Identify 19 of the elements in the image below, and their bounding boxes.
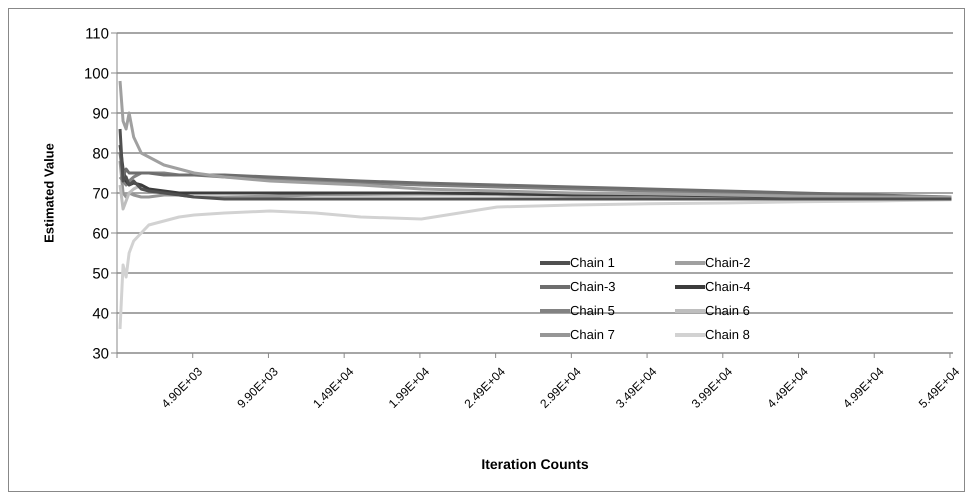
y-tick-label: 70 [92, 185, 109, 202]
legend-label: Chain 8 [705, 327, 750, 342]
legend-label: Chain-3 [570, 279, 616, 294]
y-tick-label: 60 [92, 225, 109, 242]
legend-label: Chain 5 [570, 303, 615, 318]
y-axis-title: Estimated Value [42, 143, 57, 243]
y-tick-label: 110 [85, 25, 109, 42]
legend-label: Chain 7 [570, 327, 615, 342]
y-tick-label: 30 [92, 345, 109, 362]
y-tick-label: 40 [92, 305, 109, 322]
y-tick-label: 90 [92, 105, 109, 122]
x-axis-title: Iteration Counts [481, 456, 589, 472]
y-tick-label: 100 [84, 65, 109, 82]
y-tick-label: 80 [92, 145, 109, 162]
legend-label: Chain 1 [570, 255, 615, 270]
legend-label: Chain-2 [705, 255, 751, 270]
y-tick-label: 50 [92, 265, 109, 282]
legend-label: Chain 6 [705, 303, 750, 318]
legend-label: Chain-4 [705, 279, 751, 294]
